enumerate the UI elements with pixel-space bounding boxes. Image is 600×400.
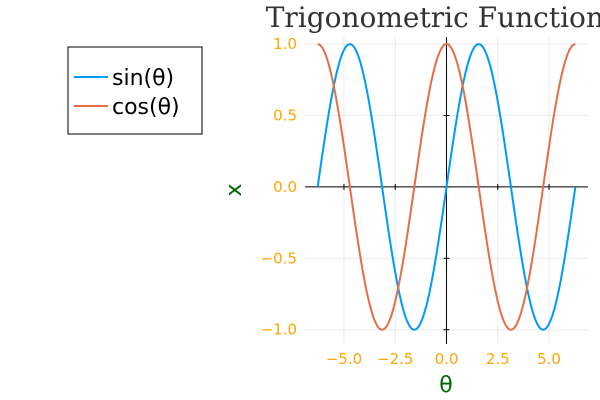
series-layer: [316, 43, 577, 331]
y-tick-label-2: 0.0: [273, 178, 297, 196]
y-tick-label-1: −0.5: [261, 249, 297, 267]
x-tick-label-1: −2.5: [377, 350, 413, 368]
series-line-sin: [316, 43, 577, 331]
y-axis-label: x: [222, 183, 247, 196]
x-tick-label-3: 2.5: [486, 350, 510, 368]
x-tick-label-0: −5.0: [326, 350, 362, 368]
legend-box: [67, 46, 203, 135]
legend-label-sin: sin(θ): [112, 66, 174, 91]
x-axis-label: θ: [439, 373, 452, 398]
series-line-cos: [317, 43, 576, 331]
y-tick-label-4: 1.0: [273, 35, 297, 53]
y-tick-label-0: −1.0: [261, 321, 297, 339]
y-tick-label-3: 0.5: [273, 107, 297, 125]
x-tick-label-4: 5.0: [537, 350, 561, 368]
chart-title: Trigonometric Functions: [266, 1, 600, 34]
legend: sin(θ) cos(θ): [67, 46, 203, 135]
tick-labels: −5.0 −2.5 0.0 2.5 5.0 −1.0 −0.5 0.0 0.5 1.0: [261, 35, 561, 368]
x-tick-label-2: 0.0: [435, 350, 459, 368]
legend-label-cos: cos(θ): [112, 95, 180, 120]
